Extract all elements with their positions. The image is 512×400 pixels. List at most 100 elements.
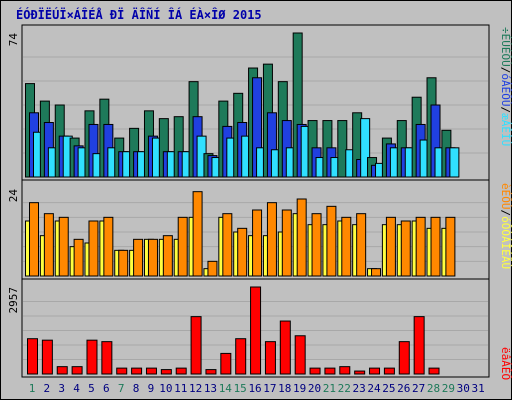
bar-files-day-29 <box>449 147 460 178</box>
day-label: 15 <box>234 382 247 395</box>
bar-hits-day-9 <box>147 238 158 277</box>
bar-hits-day-5 <box>88 220 99 277</box>
bottom-panel-bars <box>27 286 440 375</box>
day-label: 21 <box>323 382 336 395</box>
bar-hits-day-12 <box>192 191 203 277</box>
bar-hits-day-10 <box>162 235 173 277</box>
day-axis-labels: 1 2 3 4 5 6 7 8 9 10 11 12 13 14 15 16 17 18 19 20 21 22 23 24 2… <box>29 382 485 395</box>
bar-kbytes-day-11 <box>175 367 187 375</box>
bar-kbytes-day-12 <box>190 316 202 375</box>
bar-kbytes-day-14 <box>220 352 232 375</box>
bar-kbytes-day-15 <box>235 338 247 375</box>
bar-kbytes-day-22 <box>339 366 351 375</box>
legend-entry: óÔÒÁÎÉÃÙ <box>499 216 512 269</box>
bar-kbytes-day-10 <box>160 369 172 375</box>
bar-hits-day-28 <box>430 216 441 277</box>
bar-hits-day-23 <box>356 213 367 277</box>
bar-hits-day-20 <box>311 213 322 277</box>
day-label: 1 <box>29 382 36 395</box>
bar-kbytes-day-24 <box>369 367 381 375</box>
bar-hits-day-17 <box>266 202 277 277</box>
bar-hits-day-16 <box>252 209 263 277</box>
legend-entry: / <box>499 210 512 217</box>
day-label: 30 <box>457 382 470 395</box>
day-label: 4 <box>73 382 80 395</box>
chart-title: ÉÓÐÏËÚÏ×ÁÎÉÅ ÐÏ ÄÎÑÍ ÎÁ ÉÀ×ÎØ 2015 <box>16 7 262 22</box>
bottom-legend: ëâÁÊÔ <box>499 347 512 380</box>
day-label: 28 <box>427 382 440 395</box>
day-label: 8 <box>133 382 140 395</box>
bar-kbytes-day-21 <box>324 367 336 375</box>
day-label: 12 <box>189 382 202 395</box>
legend-entry: èÉÔÙ <box>499 183 512 210</box>
bar-hits-day-11 <box>177 216 188 277</box>
bar-hits-day-2 <box>43 213 54 277</box>
top-panel-bars <box>25 32 460 178</box>
bar-kbytes-day-16 <box>250 286 262 375</box>
bar-kbytes-day-2 <box>41 339 53 375</box>
day-label: 3 <box>58 382 65 395</box>
middle-legend: èÉÔÙ/óÔÒÁÎÉÃÙ <box>499 183 512 269</box>
day-label: 6 <box>103 382 110 395</box>
day-label: 20 <box>308 382 321 395</box>
bar-kbytes-day-26 <box>398 341 410 375</box>
top-panel: 74 ÷ÉÚÉÔÙ/óÁÊÔÙ/æÁÊÌÙ <box>7 24 512 181</box>
middle-panel-bars <box>25 191 456 277</box>
bar-kbytes-day-8 <box>131 367 143 375</box>
day-label: 16 <box>248 382 261 395</box>
bar-hits-day-7 <box>118 249 129 277</box>
bar-visits-day-22 <box>337 120 348 178</box>
bar-hits-day-25 <box>385 216 396 277</box>
bar-hits-day-1 <box>29 202 39 277</box>
bar-hits-day-19 <box>296 198 307 277</box>
bottom-panel: 2957 ëâÁÊÔ <box>7 278 512 380</box>
bar-kbytes-day-19 <box>294 335 306 375</box>
day-label: 19 <box>293 382 306 395</box>
bar-hits-day-21 <box>326 205 337 277</box>
bar-kbytes-day-28 <box>428 367 440 375</box>
legend-entry: ÷ÉÚÉÔÙ <box>499 27 512 67</box>
bar-kbytes-day-23 <box>354 370 366 375</box>
bar-hits-day-3 <box>58 216 69 277</box>
day-label: 2 <box>44 382 51 395</box>
bar-hits-day-27 <box>415 216 426 277</box>
legend-entry: æÁÊÌÙ <box>499 113 512 146</box>
day-label: 7 <box>118 382 125 395</box>
day-label: 9 <box>148 382 155 395</box>
top-ymax-label: 74 <box>7 33 20 47</box>
bar-hits-day-24 <box>371 268 382 277</box>
day-label: 29 <box>442 382 455 395</box>
day-label: 25 <box>382 382 395 395</box>
bar-kbytes-day-4 <box>71 366 83 375</box>
day-label: 18 <box>278 382 291 395</box>
bar-kbytes-day-27 <box>413 316 425 375</box>
middle-panel: 24 èÉÔÙ/óÔÒÁÎÉÃÙ <box>7 179 512 280</box>
legend-entry: / <box>499 107 512 114</box>
day-label: 5 <box>88 382 95 395</box>
legend-entry: óÁÊÔÙ <box>499 73 512 106</box>
top-legend: ÷ÉÚÉÔÙ/óÁÊÔÙ/æÁÊÌÙ <box>499 27 512 146</box>
day-label: 10 <box>159 382 172 395</box>
day-label: 24 <box>367 382 381 395</box>
bar-kbytes-day-9 <box>145 367 157 375</box>
bar-hits-day-22 <box>341 216 352 277</box>
bar-hits-day-15 <box>237 227 248 277</box>
bar-kbytes-day-7 <box>116 367 128 375</box>
bar-kbytes-day-20 <box>309 367 321 375</box>
bar-kbytes-day-1 <box>27 338 38 375</box>
day-label: 31 <box>472 382 485 395</box>
day-label: 22 <box>338 382 351 395</box>
day-label: 17 <box>263 382 276 395</box>
bar-hits-day-26 <box>400 220 411 277</box>
bar-kbytes-day-5 <box>86 339 98 375</box>
bar-files-day-23 <box>360 118 371 178</box>
bar-hits-day-13 <box>207 260 218 277</box>
bar-kbytes-day-13 <box>205 369 217 375</box>
bar-kbytes-day-3 <box>56 366 68 375</box>
bar-hits-day-4 <box>73 238 84 277</box>
bar-hits-day-8 <box>133 238 144 277</box>
bottom-ymax-label: 2957 <box>7 287 20 314</box>
legend-entry: / <box>499 67 512 74</box>
day-label: 13 <box>204 382 217 395</box>
